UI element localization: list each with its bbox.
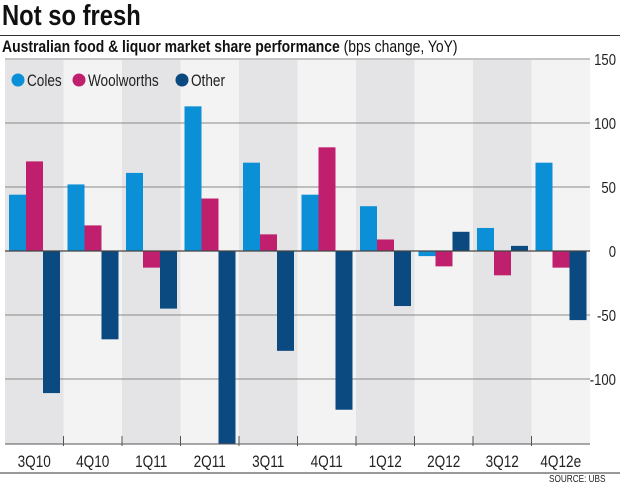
bar-coles-4q11 xyxy=(301,194,319,251)
y-tick-label: -100 xyxy=(590,372,616,389)
bar-coles-3q12 xyxy=(477,227,494,251)
bar-other-4q10 xyxy=(101,251,119,340)
bar-coles-3q11 xyxy=(243,162,260,251)
bar-other-1q12 xyxy=(394,251,411,307)
bar-coles-3q10 xyxy=(9,194,26,251)
bar-coles-4q10 xyxy=(67,184,85,251)
bar-woolworths-3q10 xyxy=(26,161,43,251)
y-tick-label: 50 xyxy=(601,180,616,197)
bar-other-4q12e xyxy=(569,251,587,321)
x-tick-label: 1Q11 xyxy=(135,453,167,472)
bar-woolworths-1q12 xyxy=(377,239,394,251)
bar-woolworths-4q10 xyxy=(84,225,102,251)
legend-marker-woolworths xyxy=(72,73,86,87)
chart-title: Not so fresh xyxy=(2,0,141,32)
bar-other-1q11 xyxy=(160,251,177,309)
bar-other-3q12 xyxy=(511,245,528,251)
bar-other-3q11 xyxy=(277,251,294,351)
bar-woolworths-1q11 xyxy=(143,251,160,268)
bar-coles-2q12 xyxy=(418,251,436,257)
y-tick-label: -50 xyxy=(597,308,616,325)
x-tick-label: 2Q11 xyxy=(194,453,226,472)
x-tick-label: 3Q12 xyxy=(486,453,519,472)
bar-woolworths-4q11 xyxy=(318,147,336,251)
header-rule xyxy=(0,35,620,36)
x-tick-label: 2Q12 xyxy=(427,453,460,472)
x-tick-label: 4Q11 xyxy=(311,453,343,472)
subtitle-main: Australian food & liquor market share pe… xyxy=(2,37,340,56)
bar-other-2q11 xyxy=(218,251,236,445)
legend-marker-other xyxy=(175,73,189,87)
bar-woolworths-3q11 xyxy=(260,234,277,251)
x-tick-label: 3Q11 xyxy=(252,453,284,472)
bar-coles-1q11 xyxy=(126,172,143,251)
source-note: SOURCE: UBS xyxy=(549,474,606,485)
legend-label-coles: Coles xyxy=(27,72,62,91)
bar-coles-1q12 xyxy=(360,206,377,251)
x-tick-label: 1Q12 xyxy=(369,453,402,472)
chart-subtitle: Australian food & liquor market share pe… xyxy=(2,37,558,57)
bar-woolworths-2q12 xyxy=(435,251,453,267)
legend-label-other: Other xyxy=(191,72,225,91)
y-tick-label: 0 xyxy=(609,244,616,261)
y-tick-label: 150 xyxy=(594,52,616,69)
x-tick-label: 4Q10 xyxy=(76,453,109,472)
legend-label-woolworths: Woolworths xyxy=(88,72,159,91)
bar-other-4q11 xyxy=(335,251,353,410)
bar-coles-2q11 xyxy=(184,106,202,251)
y-tick-label: 100 xyxy=(594,116,616,133)
bar-coles-4q12e xyxy=(535,162,553,251)
bar-woolworths-2q11 xyxy=(201,198,219,251)
bar-other-3q10 xyxy=(43,251,60,394)
bar-woolworths-3q12 xyxy=(494,251,511,276)
bar-other-2q12 xyxy=(452,231,470,251)
subtitle-units: (bps change, YoY) xyxy=(343,37,458,56)
x-tick-label: 4Q12e xyxy=(540,453,581,472)
legend-marker-coles xyxy=(11,73,25,87)
x-tick-label: 3Q10 xyxy=(18,453,51,472)
bar-woolworths-4q12e xyxy=(552,251,570,268)
